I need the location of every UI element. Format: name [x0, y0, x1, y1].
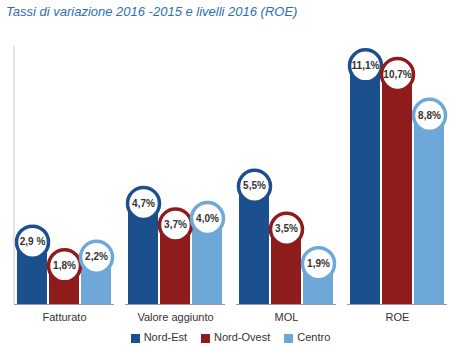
svg-text:5,5%: 5,5%	[243, 180, 266, 191]
svg-text:8,8%: 8,8%	[418, 110, 441, 121]
html-text:Nord-Ovest: Nord-Ovest	[214, 331, 271, 343]
svg-text:4,7%: 4,7%	[132, 198, 155, 209]
svg-text:2,9 %: 2,9 %	[20, 236, 46, 247]
svg-text:10,7%: 10,7%	[383, 69, 411, 80]
svg-text:3,5%: 3,5%	[275, 223, 298, 234]
svg-text:11,1%: 11,1%	[352, 60, 380, 71]
svg-text:3,7%: 3,7%	[164, 219, 187, 230]
svg-text:Valore aggiunto: Valore aggiunto	[137, 311, 213, 323]
svg-text:1,9%: 1,9%	[307, 258, 330, 269]
svg-text:4,0%: 4,0%	[196, 213, 219, 224]
svg-text:2,2%: 2,2%	[85, 251, 108, 262]
svg-text:MOL: MOL	[275, 311, 299, 323]
html-text:Centro: Centro	[297, 331, 331, 343]
svg-text:Fatturato: Fatturato	[42, 311, 86, 323]
html-text:Nord-Est: Nord-Est	[143, 331, 188, 343]
svg-text:ROE: ROE	[386, 311, 410, 323]
html-text:Tassi di variazione 2016 -2015: Tassi di variazione 2016 -2015 e livelli…	[6, 4, 298, 19]
svg-text:1,8%: 1,8%	[53, 260, 76, 271]
